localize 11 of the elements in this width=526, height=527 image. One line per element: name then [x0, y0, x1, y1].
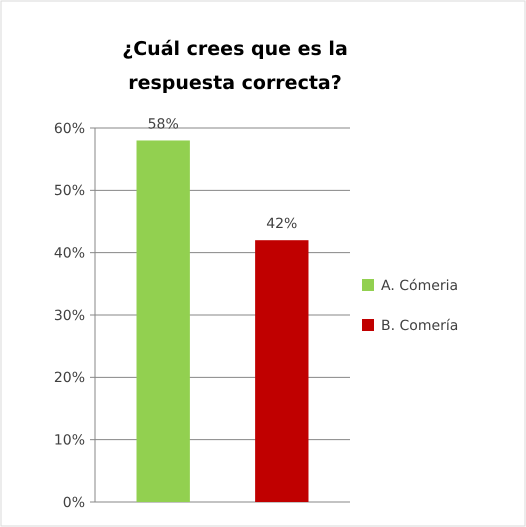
y-tick-label: 0% — [62, 494, 85, 511]
legend-label: B. Comería — [381, 318, 458, 334]
legend-label: A. Cómeria — [381, 278, 458, 294]
y-tick-label: 10% — [54, 432, 85, 449]
y-tick-label: 50% — [54, 183, 85, 200]
data-label: 42% — [266, 216, 298, 232]
chart-title: ¿Cuál crees que es la respuesta correcta? — [122, 38, 348, 94]
y-tick-label: 30% — [54, 308, 85, 324]
y-tick-label: 20% — [54, 370, 85, 386]
y-tick-label: 60% — [54, 120, 85, 137]
y-tick-label: 40% — [54, 246, 85, 262]
